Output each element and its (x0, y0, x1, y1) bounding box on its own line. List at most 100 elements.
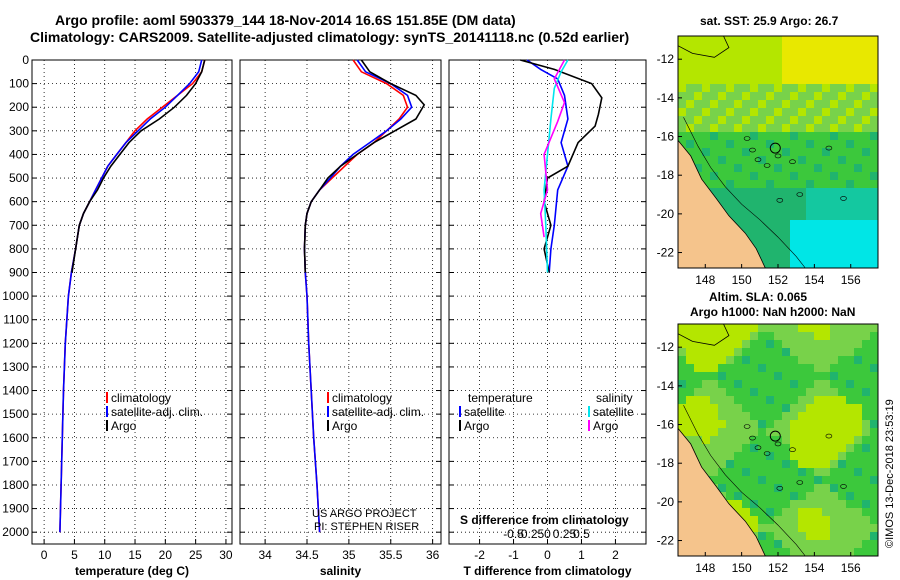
map-cell (814, 44, 823, 53)
map-cell (726, 148, 735, 157)
map-cell (862, 252, 871, 261)
map-cell (854, 508, 863, 517)
map-cell (734, 188, 743, 197)
map-cell (862, 516, 871, 525)
map-cell (814, 76, 823, 85)
map-cell (798, 92, 807, 101)
map-cell (798, 364, 807, 373)
map-cell (798, 524, 807, 533)
map-cell (830, 188, 839, 197)
map-cell (814, 468, 823, 477)
map-cell (694, 92, 703, 101)
map-cell (790, 228, 799, 237)
map-cell (766, 108, 775, 117)
map-cell (862, 132, 871, 141)
map-cell (862, 100, 871, 109)
map-cell (726, 452, 735, 461)
map-cell (742, 188, 751, 197)
map-cell (814, 244, 823, 253)
map-cell (822, 60, 831, 69)
map-cell (702, 36, 711, 45)
map-cell (790, 404, 799, 413)
map-cell (734, 132, 743, 141)
map-cell (846, 468, 855, 477)
map-cell (862, 196, 871, 205)
map-cell (846, 76, 855, 85)
map-cell (758, 388, 767, 397)
map-cell (782, 52, 791, 61)
map-cell (870, 452, 878, 461)
map-cell (822, 388, 831, 397)
map-cell (758, 420, 767, 429)
map-cell (790, 476, 799, 485)
map-cell (854, 468, 863, 477)
map-cell (710, 188, 719, 197)
map-cell (846, 516, 855, 525)
map-cell (846, 132, 855, 141)
map-cell (734, 476, 743, 485)
map-cell (854, 196, 863, 205)
map-cell (870, 324, 878, 333)
map-cell (798, 356, 807, 365)
map-cell (838, 36, 847, 45)
map-cell (750, 196, 759, 205)
map-cell (678, 364, 687, 373)
map-cell (838, 404, 847, 413)
map-cell (702, 164, 711, 173)
map-cell (814, 36, 823, 45)
map-cell (726, 108, 735, 117)
map-cell (742, 116, 751, 125)
map-cell (870, 108, 878, 117)
map-cell (678, 132, 687, 141)
map-cell (774, 460, 783, 469)
map-cell (782, 356, 791, 365)
map-cell (742, 36, 751, 45)
legend-title-salinity: salinity (596, 391, 633, 405)
map-cell (758, 44, 767, 53)
map-cell (790, 252, 799, 261)
map-cell (710, 164, 719, 173)
land-queensland (678, 427, 766, 556)
map-cell (734, 404, 743, 413)
map-cell (710, 348, 719, 357)
map-cell (726, 196, 735, 205)
map-cell (854, 364, 863, 373)
map-cell (774, 116, 783, 125)
map-cell (758, 148, 767, 157)
map-cell (830, 132, 839, 141)
map-cell (742, 364, 751, 373)
map-cell (742, 348, 751, 357)
map-cell (782, 188, 791, 197)
map-cell (702, 332, 711, 341)
map-cell (750, 132, 759, 141)
map-cell (862, 164, 871, 173)
map-cell (790, 132, 799, 141)
x-tick-label: 30 (219, 548, 233, 562)
map-cell (862, 180, 871, 189)
map-cell (750, 380, 759, 389)
map-cell (750, 36, 759, 45)
map-cell (750, 356, 759, 365)
map-cell (790, 220, 799, 229)
map-cell (734, 108, 743, 117)
map-cell (862, 508, 871, 517)
map-cell (726, 324, 735, 333)
map-cell (710, 44, 719, 53)
map-cell (718, 468, 727, 477)
map-cell (822, 140, 831, 149)
map-cell (854, 532, 863, 541)
map-cell (846, 36, 855, 45)
map-cell (686, 420, 695, 429)
map-cell (710, 452, 719, 461)
map-cell (766, 548, 775, 556)
map-cell (766, 100, 775, 109)
imos-credit: ©IMOS 13-Dec-2018 23:53:19 (884, 399, 896, 548)
map-cell (854, 68, 863, 77)
map-cell (774, 540, 783, 549)
map-cell (838, 500, 847, 509)
map-cell (710, 124, 719, 133)
map-cell (734, 428, 743, 437)
map-cell (854, 388, 863, 397)
map-cell (806, 372, 815, 381)
map-cell (846, 68, 855, 77)
